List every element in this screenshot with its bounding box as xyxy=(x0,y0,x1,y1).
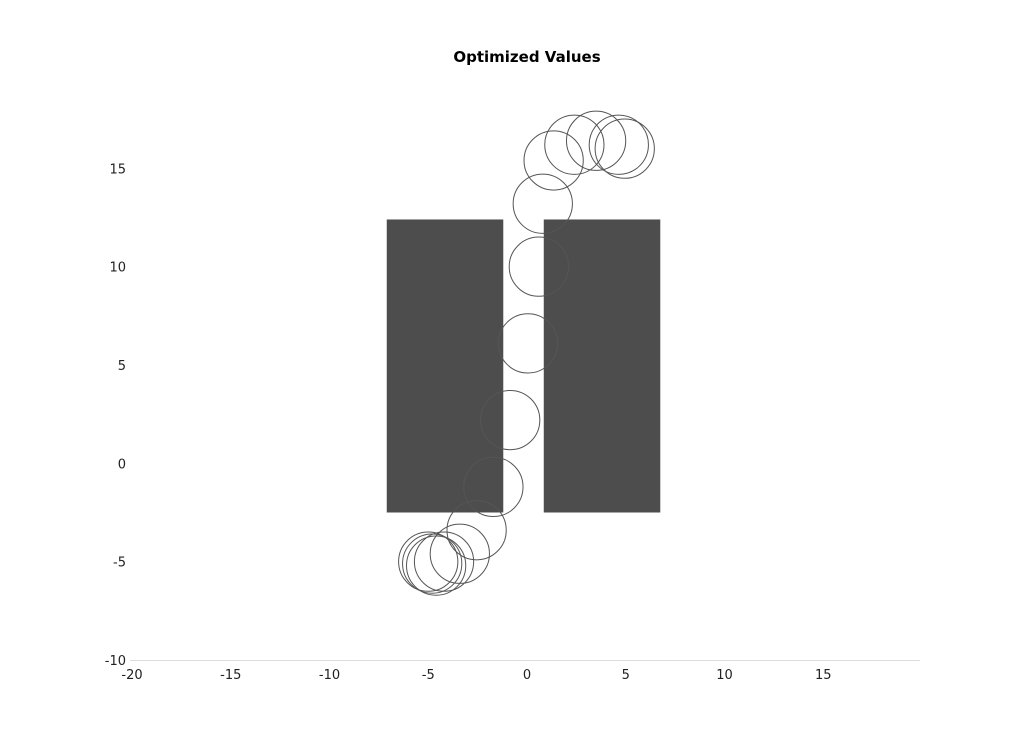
circle-point-11 xyxy=(513,174,572,233)
obstacle-rect-1 xyxy=(387,219,504,512)
y-tick-label: -5 xyxy=(113,556,126,571)
y-tick-label: 5 xyxy=(118,359,126,374)
x-tick-label: -10 xyxy=(319,668,340,683)
x-tick-label: 0 xyxy=(523,668,531,683)
x-tick-label: 10 xyxy=(716,668,733,683)
x-tick-label: -20 xyxy=(121,668,142,683)
circle-point-4 xyxy=(414,532,473,591)
x-tick-label: -15 xyxy=(220,668,241,683)
x-tick-label: 5 xyxy=(622,668,630,683)
obstacle-rect-2 xyxy=(544,219,661,512)
circle-point-15 xyxy=(589,115,648,174)
y-tick-label: -10 xyxy=(105,654,126,669)
y-tick-labels: -10 -5 0 5 10 15 xyxy=(105,162,126,669)
x-tick-labels: -20 -15 -10 -5 0 5 10 15 xyxy=(121,668,831,683)
x-tick-label: 15 xyxy=(815,668,832,683)
y-tick-label: 15 xyxy=(109,162,126,177)
x-tick-label: -5 xyxy=(422,668,435,683)
y-tick-label: 10 xyxy=(109,261,126,276)
chart-title: Optimized Values xyxy=(453,48,600,66)
circle-point-3 xyxy=(407,536,466,595)
y-tick-label: 0 xyxy=(118,457,126,472)
obstacles xyxy=(387,219,661,512)
